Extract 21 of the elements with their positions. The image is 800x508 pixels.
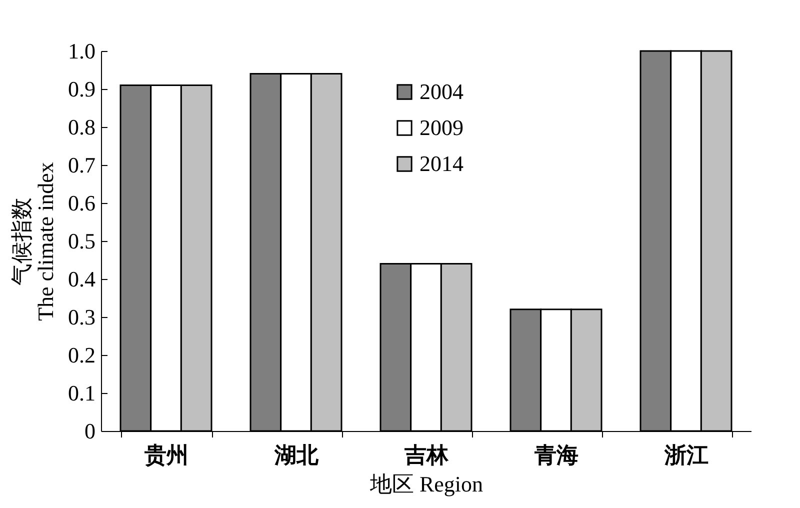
y-tick-label: 1.0	[68, 38, 96, 64]
y-tick-label: 0.3	[68, 304, 96, 330]
x-tick-label: 贵州	[144, 442, 188, 468]
y-tick-label: 0	[84, 418, 96, 444]
y-tick-label: 0.1	[68, 380, 96, 406]
y-tick-label: 0.6	[68, 190, 96, 216]
legend-label: 2014	[420, 151, 464, 176]
x-tick-label: 浙江	[664, 442, 708, 468]
legend-label: 2009	[420, 115, 464, 140]
x-axis-title: 地区 Region	[368, 472, 484, 496]
y-tick-label: 0.9	[68, 76, 96, 102]
y-axis-title: 气候指数 The climate index	[9, 162, 58, 321]
x-tick-label: 吉林	[404, 442, 450, 468]
y-tick-label: 0.5	[68, 228, 96, 254]
y-tick-label: 0.8	[68, 114, 96, 140]
x-tick-label: 青海	[534, 442, 578, 468]
legend-label: 2004	[420, 79, 464, 104]
x-tick-label: 湖北	[274, 442, 320, 468]
y-tick-label: 0.2	[68, 342, 96, 368]
y-tick-label: 0.4	[68, 266, 96, 292]
y-tick-label: 0.7	[68, 152, 96, 178]
